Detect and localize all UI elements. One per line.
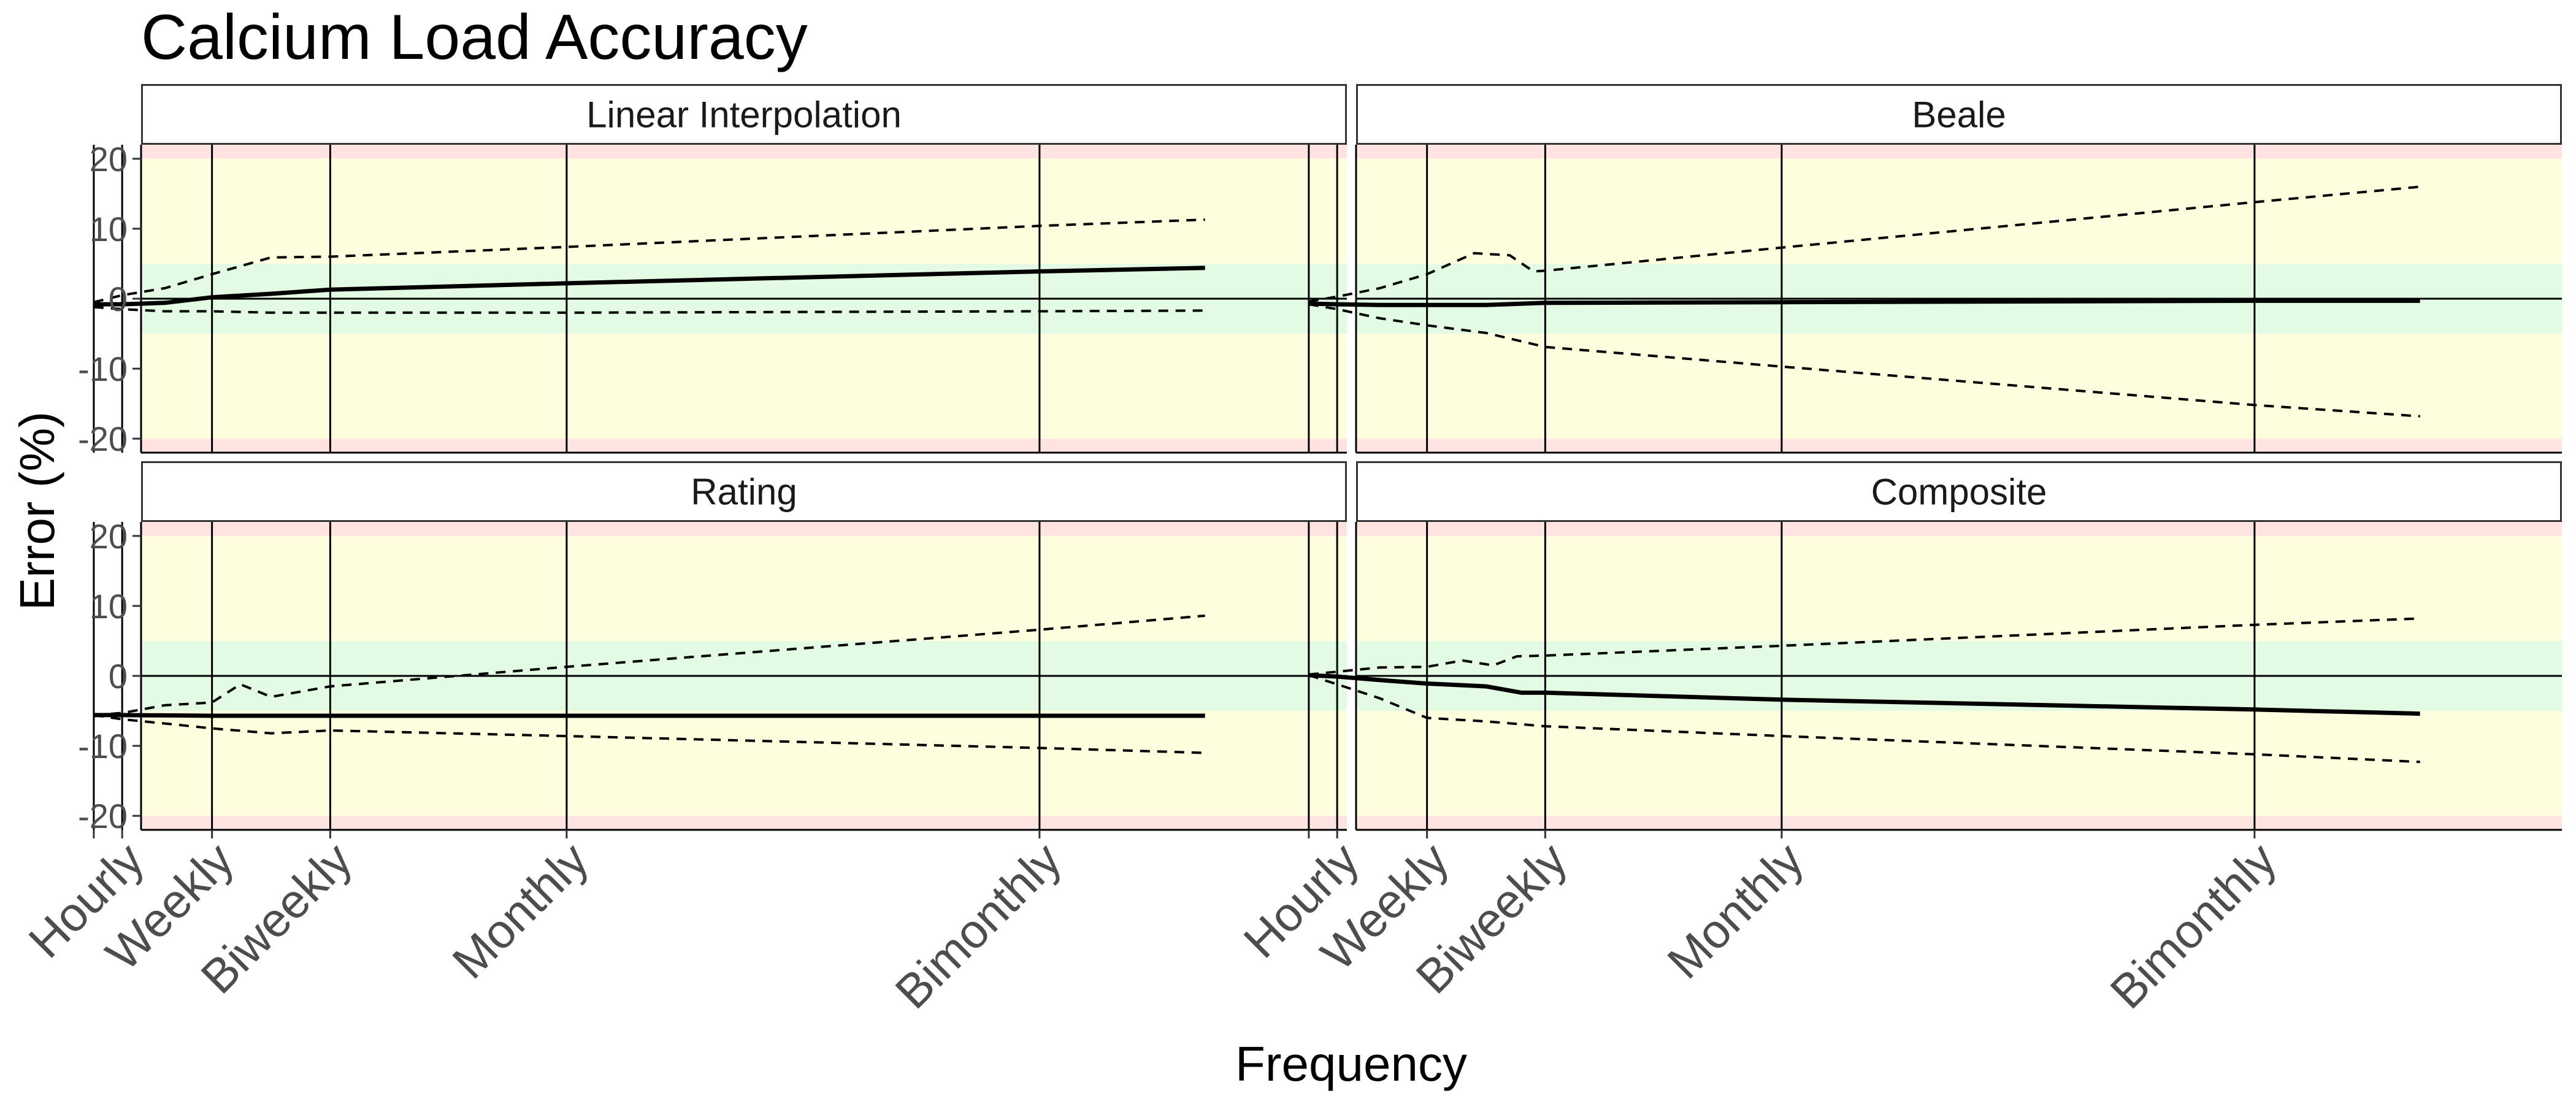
mean-error-line: [1308, 673, 2420, 716]
background-band: [141, 158, 1347, 264]
background-band: [141, 816, 1347, 830]
y-tick-label: 20: [90, 517, 128, 556]
background-band: [1356, 535, 2562, 641]
facet-strip-label: Beale: [1912, 94, 2006, 136]
y-tick-label: -20: [78, 420, 128, 458]
y-tick-label: 10: [90, 210, 128, 248]
chart-title: Calcium Load Accuracy: [141, 2, 808, 73]
confidence-bound-line: [1308, 617, 2420, 676]
confidence-bound-line: [93, 305, 1205, 314]
facet-strip-label: Rating: [691, 472, 797, 513]
y-tick-label: 0: [109, 280, 128, 318]
background-band: [1356, 145, 2562, 159]
confidence-bound-line: [93, 218, 1205, 304]
confidence-bound-line: [1308, 303, 2420, 418]
background-band: [141, 522, 1347, 536]
mean-error-line: [1308, 298, 2420, 307]
background-band: [1356, 522, 2562, 536]
facet-strip-label: Composite: [1871, 472, 2047, 513]
background-band: [1356, 711, 2562, 816]
facet-strip: [141, 84, 1347, 145]
confidence-bound-line: [93, 713, 1205, 754]
confidence-bound-line: [1308, 673, 2420, 764]
background-band: [1356, 158, 2562, 264]
background-band: [141, 535, 1347, 641]
facet-panel: Beale: [1308, 84, 2562, 454]
y-tick-label: 0: [109, 657, 128, 696]
x-axis-title: Frequency: [1235, 1037, 1467, 1091]
confidence-bound-line: [1308, 185, 2420, 303]
background-band: [1356, 334, 2562, 439]
facet-strip: [141, 461, 1347, 522]
background-band: [141, 439, 1347, 453]
background-band: [141, 145, 1347, 159]
background-band: [141, 334, 1347, 439]
y-tick-label: 20: [90, 140, 128, 178]
facet-panel: Linear Interpolation 20 10 0 -10 -20: [78, 84, 1347, 458]
facet-strip: [1356, 461, 2562, 522]
background-band: [1356, 816, 2562, 830]
background-band: [141, 711, 1347, 816]
y-tick-label: 10: [90, 587, 128, 626]
facet-strip-label: Linear Interpolation: [586, 94, 902, 136]
y-tick-label: -10: [78, 727, 128, 765]
mean-error-line: [93, 713, 1205, 718]
y-tick-label: -20: [78, 797, 128, 835]
background-band: [1356, 439, 2562, 453]
y-axis-title: Error (%): [10, 412, 64, 610]
facet-strip: [1356, 84, 2562, 145]
mean-error-line: [93, 266, 1205, 307]
y-tick-label: -10: [78, 350, 128, 388]
